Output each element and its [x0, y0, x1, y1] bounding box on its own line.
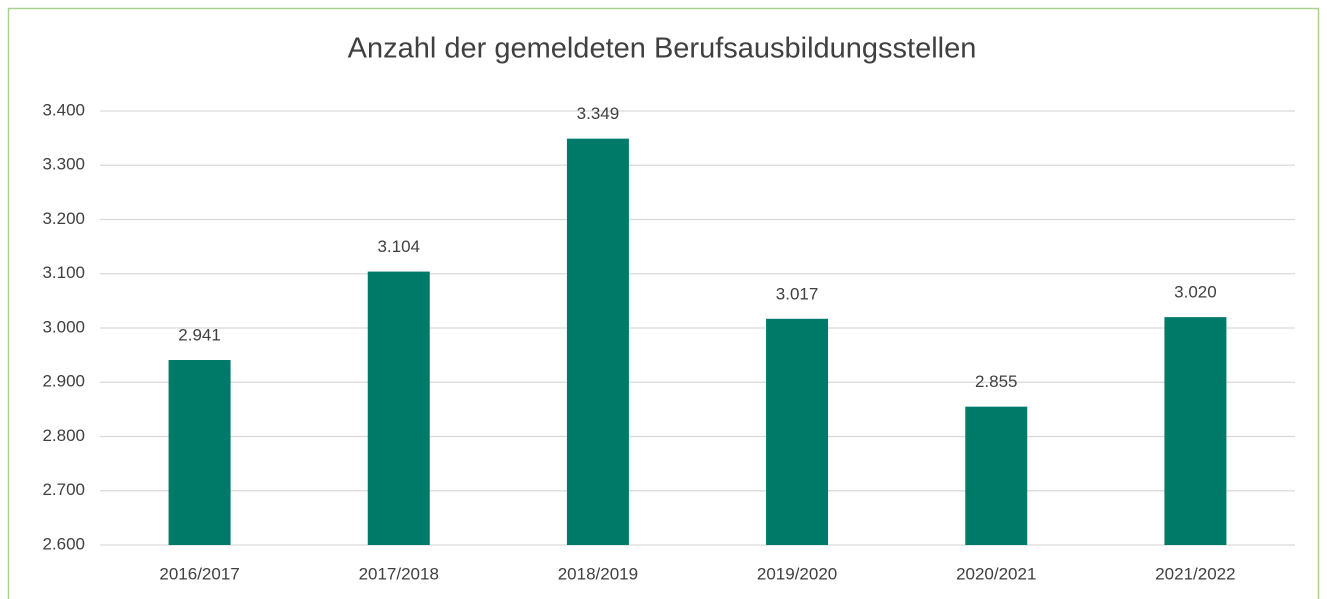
y-tick-label: 2.600 — [42, 534, 85, 553]
bar — [168, 360, 231, 545]
chart-border — [7, 7, 1320, 599]
bar — [367, 271, 430, 545]
y-tick-label: 3.200 — [42, 209, 85, 228]
chart-title: Anzahl der gemeldeten Berufsausbildungss… — [348, 33, 977, 65]
data-label: 2.855 — [975, 372, 1018, 391]
bar — [965, 406, 1028, 545]
x-tick-label: 2020/2021 — [956, 564, 1036, 583]
y-tick-label: 3.100 — [42, 263, 85, 282]
y-tick-label: 2.900 — [42, 372, 85, 391]
x-tick-label: 2017/2018 — [359, 564, 439, 583]
bar — [766, 318, 829, 545]
y-tick-label: 2.700 — [42, 480, 85, 499]
data-label: 3.349 — [577, 104, 620, 123]
data-label: 3.104 — [377, 237, 420, 256]
x-tick-label: 2018/2019 — [558, 564, 638, 583]
bar — [566, 138, 629, 546]
x-tick-label: 2016/2017 — [159, 564, 239, 583]
y-tick-label: 3.400 — [42, 100, 85, 119]
y-tick-label: 3.300 — [42, 155, 85, 174]
y-tick-label: 2.800 — [42, 426, 85, 445]
x-tick-label: 2019/2020 — [757, 564, 837, 583]
data-label: 3.017 — [776, 284, 819, 303]
x-tick-label: 2021/2022 — [1155, 564, 1235, 583]
data-label: 2.941 — [178, 325, 221, 344]
bar — [1164, 317, 1227, 545]
data-label: 3.020 — [1174, 283, 1217, 302]
y-tick-label: 3.000 — [42, 317, 85, 336]
